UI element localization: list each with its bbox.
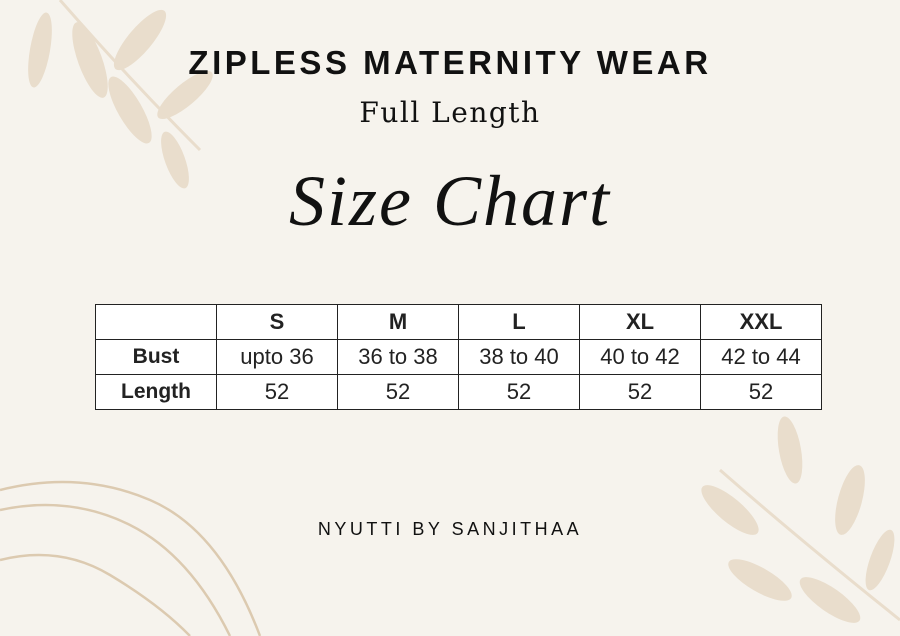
table-row: Length 52 52 52 52 52 xyxy=(95,374,822,410)
table-row: Bust upto 36 36 to 38 38 to 40 40 to 42 … xyxy=(95,339,822,375)
brand-footer: NYUTTI BY SANJITHAA xyxy=(317,519,583,539)
leaf-branch-top-left xyxy=(28,0,213,189)
table-cell: 52 xyxy=(458,374,580,410)
page-title: ZIPLESS MATERNITY WEAR xyxy=(188,44,712,81)
table-cell: 36 to 38 xyxy=(337,339,459,375)
row-label: Length xyxy=(95,374,217,410)
table-cell: 40 to 42 xyxy=(579,339,701,375)
table-cell: 52 xyxy=(337,374,459,410)
leaf-branch-bottom-right xyxy=(701,416,900,623)
header-cell: M xyxy=(337,304,459,340)
table-cell: 42 to 44 xyxy=(700,339,822,375)
subtitle: Full Length xyxy=(359,96,541,129)
table-cell: 52 xyxy=(579,374,701,410)
script-title: Size Chart xyxy=(288,161,612,241)
table-cell: 52 xyxy=(216,374,338,410)
table-cell: 52 xyxy=(700,374,822,410)
table-header-row: S M L XL XXL xyxy=(95,304,822,340)
header-cell: S xyxy=(216,304,338,340)
table-cell: 38 to 40 xyxy=(458,339,580,375)
header-cell: L xyxy=(458,304,580,340)
header-cell xyxy=(95,304,217,340)
header-cell: XXL xyxy=(700,304,822,340)
table-cell: upto 36 xyxy=(216,339,338,375)
header-cell: XL xyxy=(579,304,701,340)
wavy-lines-bottom-left xyxy=(0,480,262,636)
size-chart-table: S M L XL XXL Bust upto 36 36 to 38 38 to… xyxy=(95,304,822,410)
row-label: Bust xyxy=(95,339,217,375)
